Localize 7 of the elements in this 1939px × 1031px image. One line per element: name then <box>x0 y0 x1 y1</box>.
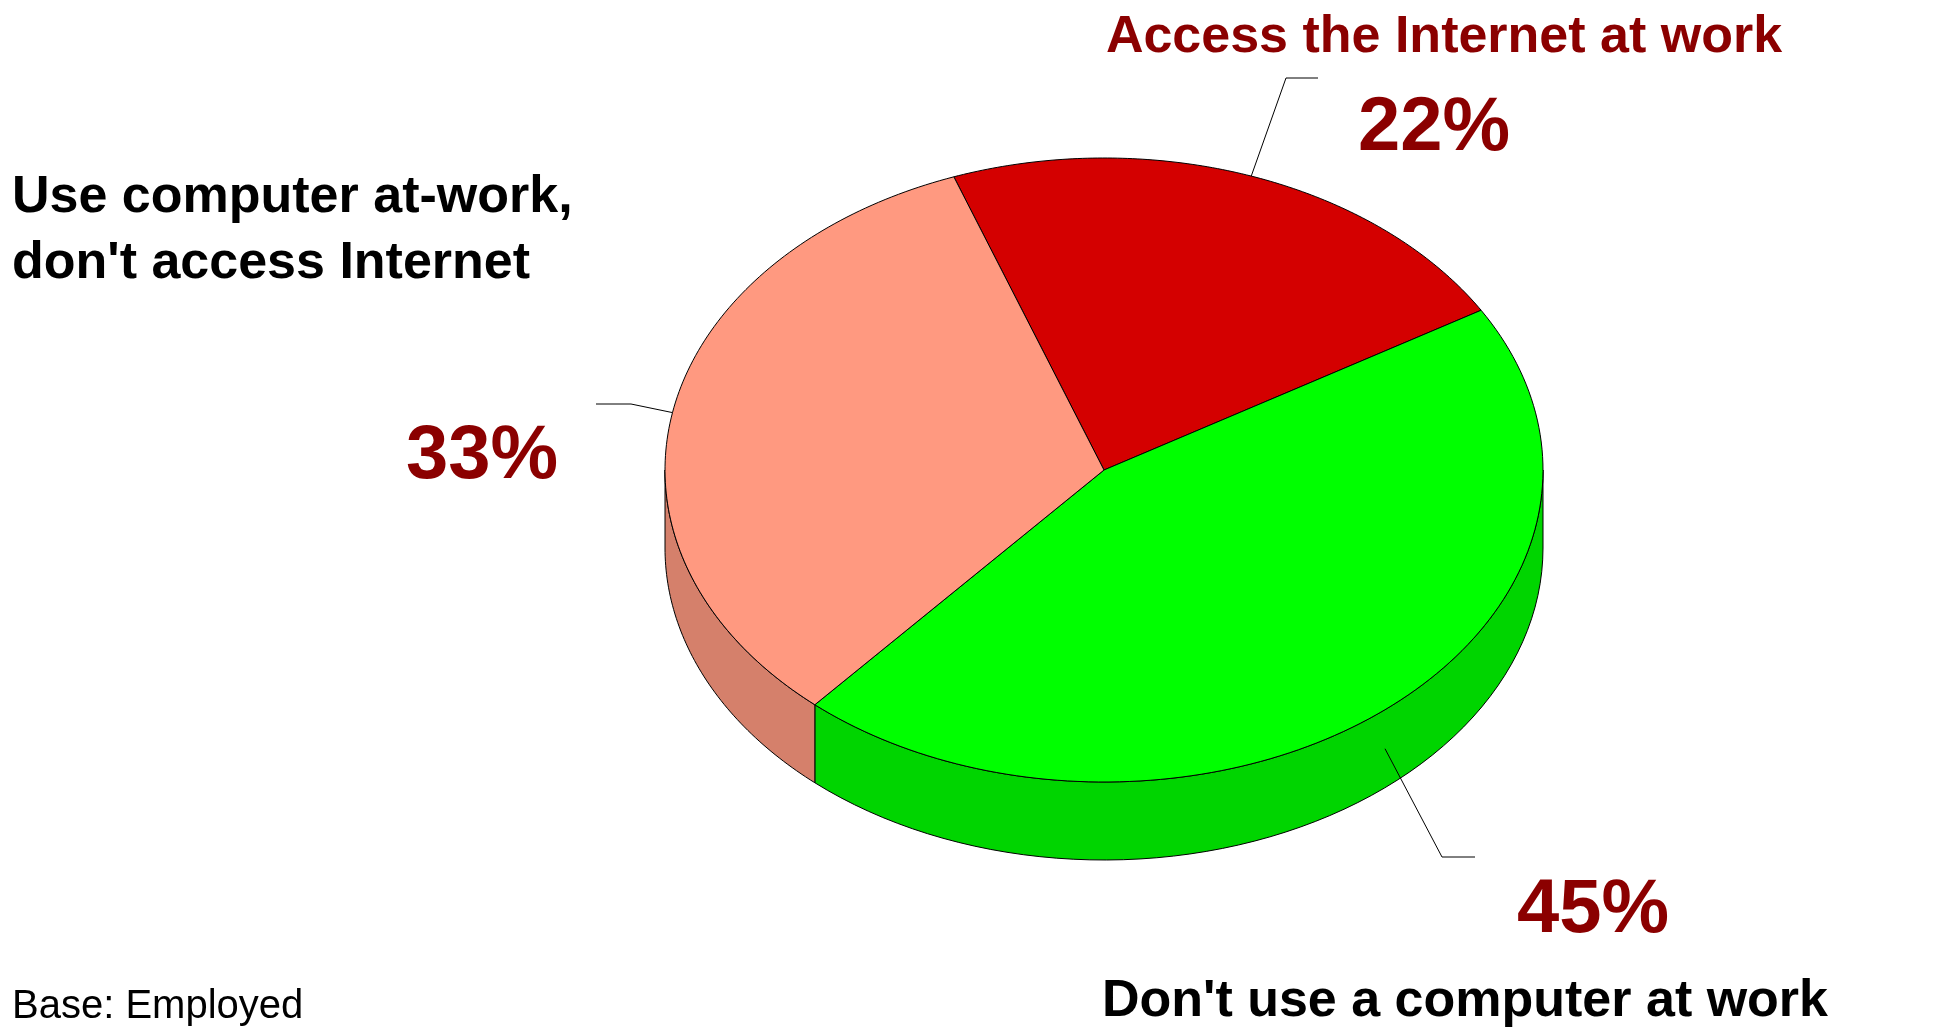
slice-label: Don't use a computer at work <box>1101 969 1829 1027</box>
text: Base: Employed <box>12 982 304 1026</box>
data-label: 33% <box>405 409 559 494</box>
data-label: 45% <box>1516 863 1670 948</box>
slice-label: Use computer at-work, don't access Internet <box>12 164 573 289</box>
data-label: 22% <box>1357 81 1511 166</box>
slice-label: Access the Internet at work <box>1105 5 1783 63</box>
